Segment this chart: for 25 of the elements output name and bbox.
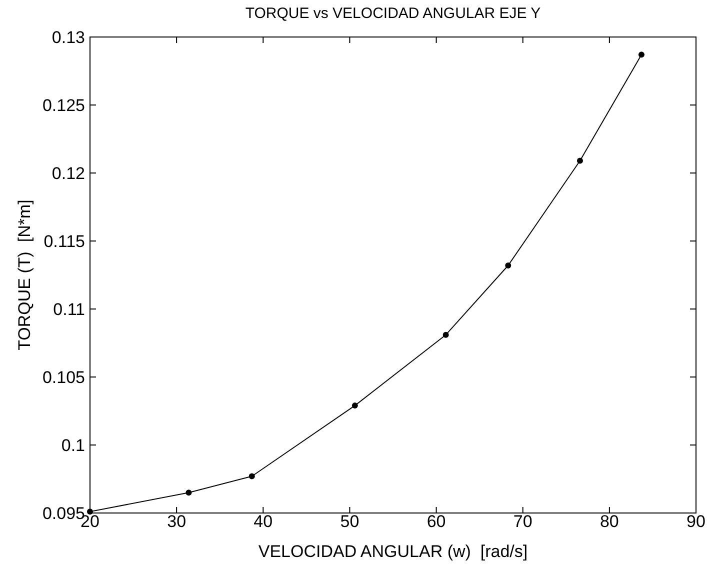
- point: [87, 508, 93, 515]
- x-tick-label: 80: [600, 512, 619, 531]
- point: [576, 158, 583, 164]
- y-tick-label: 0.125: [42, 96, 85, 115]
- y-tick-label: 0.115: [44, 232, 85, 251]
- point: [352, 402, 358, 409]
- point: [442, 332, 449, 338]
- x-tick-label: 50: [340, 512, 360, 531]
- x-axis-title: VELOCIDAD ANGULAR (w) [rad/s]: [258, 542, 528, 561]
- y-tick-label: 0.13: [52, 28, 85, 47]
- x-tick-label: 30: [167, 512, 186, 531]
- chart-title: TORQUE vs VELOCIDAD ANGULAR EJE Y: [245, 5, 541, 22]
- point: [186, 490, 192, 496]
- point: [638, 52, 644, 58]
- x-tick-label: 40: [254, 512, 273, 531]
- y-tick-label: 0.11: [53, 300, 85, 319]
- point: [505, 262, 512, 268]
- y-axis-title: TORQUE (T) [N*m]: [15, 200, 34, 350]
- y-tick-label: 0.12: [52, 164, 85, 183]
- x-tick-label: 60: [426, 512, 446, 531]
- y-tick-label: 0.105: [42, 368, 85, 387]
- point: [248, 473, 255, 480]
- y-tick-label: 0.1: [61, 436, 85, 455]
- x-tick-label: 90: [686, 512, 706, 531]
- x-tick-label: 70: [513, 512, 532, 531]
